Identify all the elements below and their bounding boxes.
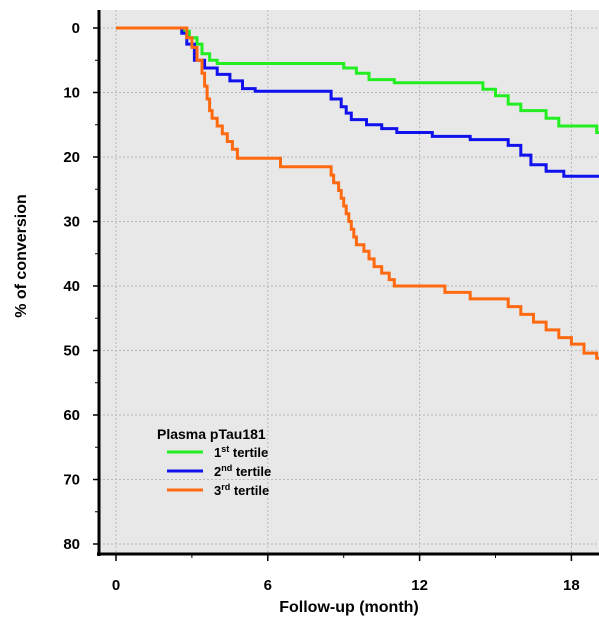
y-tick-label: 60: [63, 407, 80, 424]
x-tick-label: 12: [411, 577, 428, 594]
y-tick-label: 20: [63, 149, 80, 166]
y-tick-label: 40: [63, 278, 80, 295]
series-group: [116, 26, 599, 360]
legend-title: Plasma pTau181: [157, 426, 266, 442]
legend: Plasma pTau181 1st tertile 2nd tertile 3rd…: [157, 426, 271, 498]
axes: [93, 10, 599, 561]
legend-label-3: 3rd tertile: [214, 482, 269, 498]
y-axis-title: % of conversion: [13, 194, 30, 318]
series-line-2: [116, 26, 599, 178]
y-tick-label: 50: [63, 343, 80, 360]
x-tick-labels: 061218243036: [112, 577, 580, 594]
legend-label-2: 2nd tertile: [214, 463, 271, 479]
grid-lines: [99, 10, 599, 554]
y-tick-label: 0: [72, 20, 80, 37]
y-tick-label: 30: [63, 214, 80, 231]
y-tick-label: 80: [63, 536, 80, 553]
legend-label-1: 1st tertile: [214, 444, 268, 460]
x-tick-label: 0: [112, 577, 120, 594]
y-tick-labels: 0 10 20 30 40 50 60 70 80: [63, 20, 80, 553]
series-line-3: [116, 26, 599, 360]
series-line-1: [116, 26, 599, 134]
y-tick-label: 70: [63, 472, 80, 489]
x-axis-title: Follow-up (month): [279, 599, 419, 616]
x-tick-label: 18: [563, 577, 580, 594]
plot-background: [99, 10, 599, 554]
y-tick-label: 10: [63, 85, 80, 102]
x-tick-label: 6: [264, 577, 272, 594]
